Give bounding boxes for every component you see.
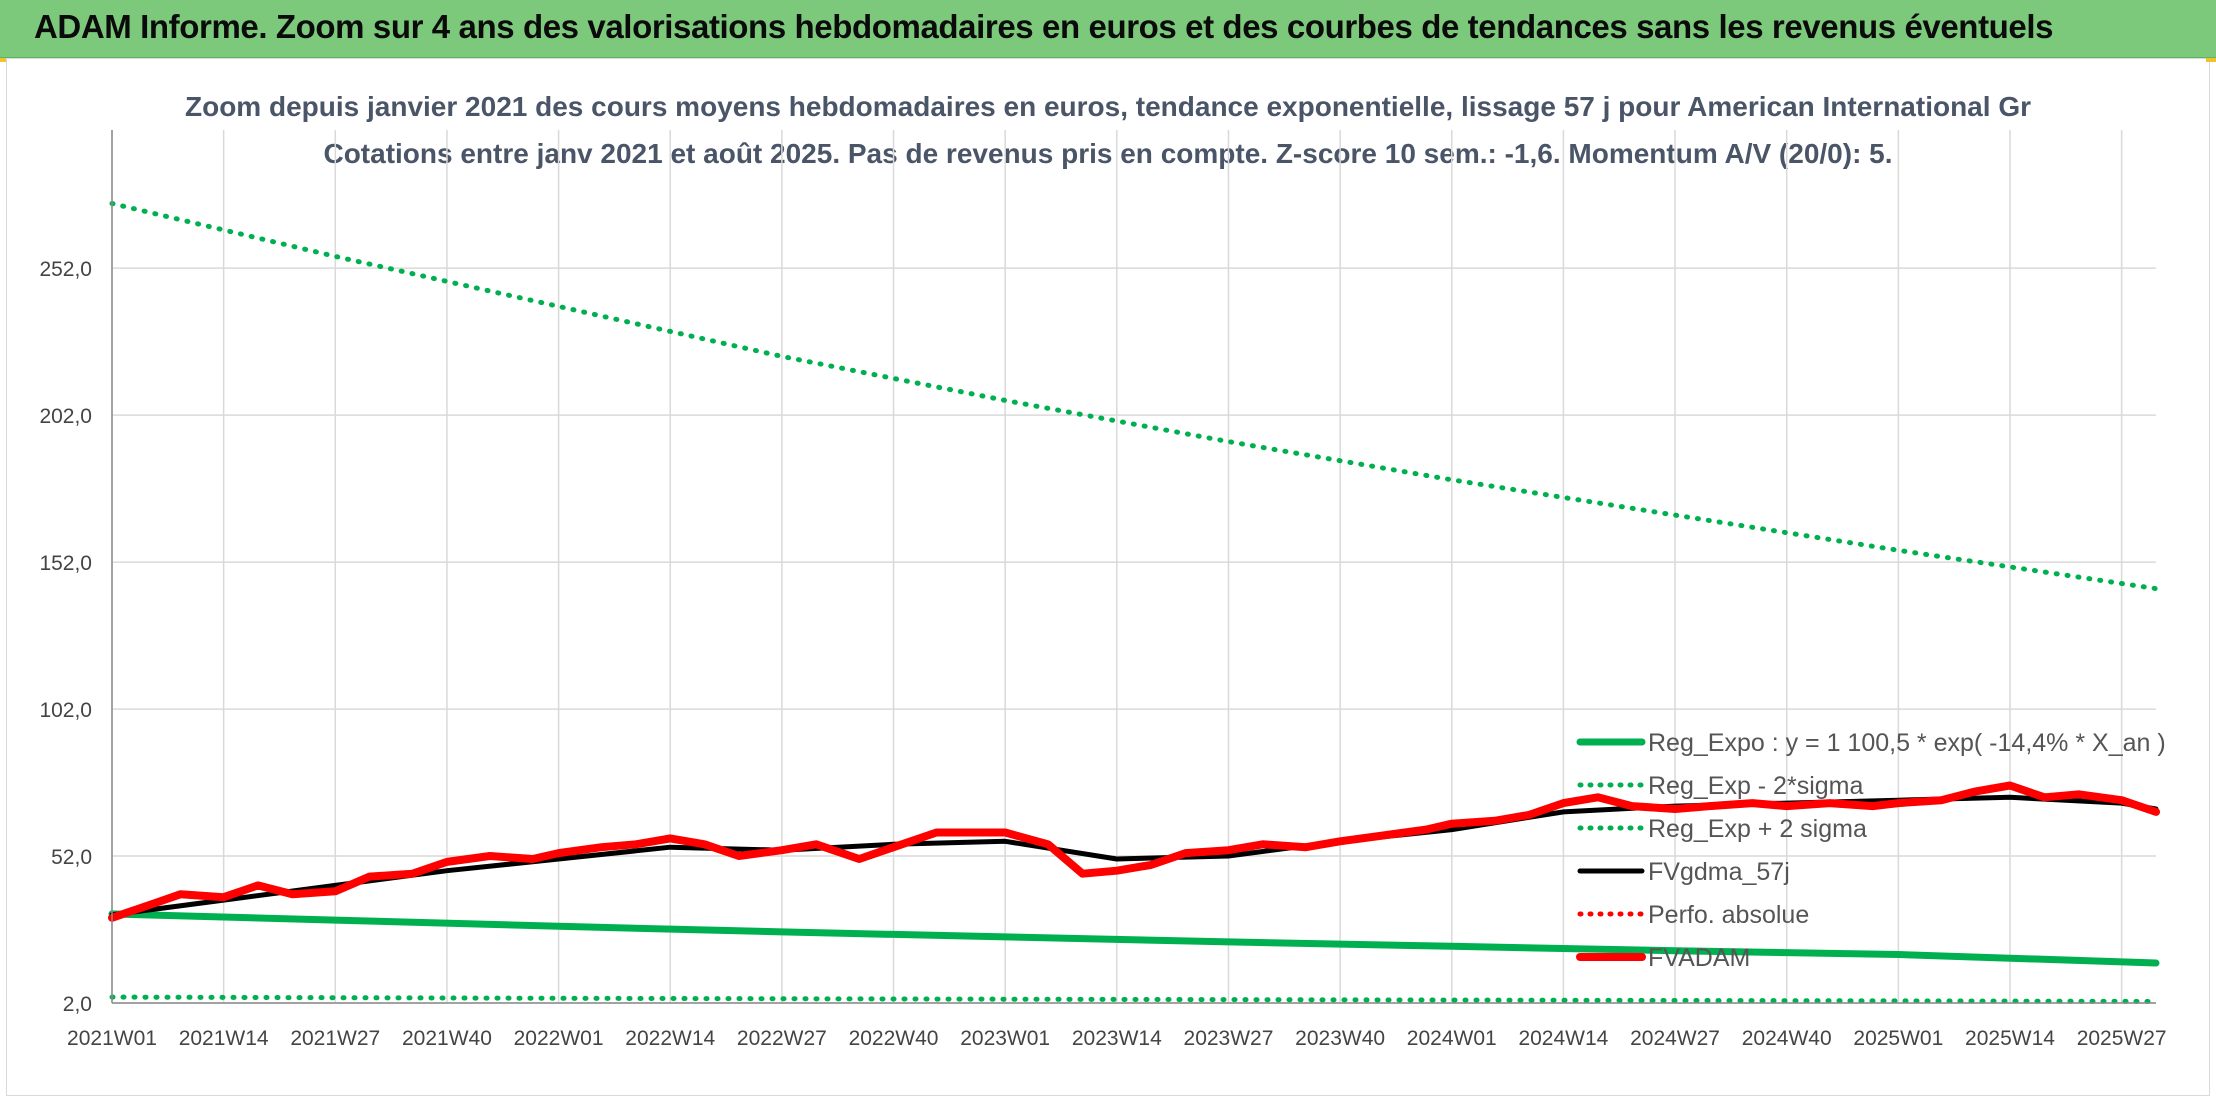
x-tick-label: 2021W27 bbox=[290, 1027, 380, 1050]
x-tick-label: 2025W01 bbox=[1853, 1027, 1943, 1050]
x-tick-label: 2022W14 bbox=[625, 1027, 715, 1050]
banner-title: ADAM Informe. Zoom sur 4 ans des valoris… bbox=[34, 8, 2054, 45]
series-line-fvadam bbox=[108, 781, 2160, 922]
x-tick-label: 2024W40 bbox=[1742, 1027, 1832, 1050]
legend-label: Perfo. absolue bbox=[1648, 901, 1809, 929]
gridlines bbox=[111, 130, 2156, 1004]
x-tick-label: 2024W27 bbox=[1630, 1027, 1720, 1050]
x-tick-label: 2021W01 bbox=[67, 1027, 157, 1050]
x-tick-label: 2025W27 bbox=[2077, 1027, 2167, 1050]
series-line-reg-exp-2-sigma bbox=[109, 201, 2159, 592]
chart-title: Zoom depuis janvier 2021 des cours moyen… bbox=[185, 91, 2031, 122]
legend: Reg_Expo : y = 1 100,5 * exp( -14,4% * X… bbox=[1576, 729, 2166, 972]
x-tick-label: 2025W14 bbox=[1965, 1027, 2055, 1050]
y-tick-label: 152,0 bbox=[39, 552, 92, 575]
frame-corner-left bbox=[0, 58, 6, 62]
x-tick-label: 2022W40 bbox=[849, 1027, 939, 1050]
y-tick-label: 252,0 bbox=[39, 258, 92, 281]
axes: 2,0 52,0 102,0 152,0 202,0 252,0 2021W01 2021W1… bbox=[39, 130, 2167, 1050]
x-tick-label: 2023W14 bbox=[1072, 1027, 1162, 1050]
x-tick-label: 2024W14 bbox=[1518, 1027, 1608, 1050]
series-line-reg-exp-2-sigma bbox=[109, 994, 2159, 1004]
legend-label: Reg_Expo : y = 1 100,5 * exp( -14,4% * X… bbox=[1648, 729, 2166, 757]
y-tick-label: 202,0 bbox=[39, 405, 92, 428]
y-tick-label: 2,0 bbox=[63, 993, 92, 1016]
x-tick-label: 2022W01 bbox=[514, 1027, 604, 1050]
series-line-reg-expo-y-1-100-5-exp-14-4-x-an bbox=[108, 910, 2160, 967]
frame-corner-right bbox=[2206, 58, 2216, 62]
series-layer bbox=[108, 201, 2160, 1004]
x-tick-label: 2021W14 bbox=[179, 1027, 269, 1050]
x-tick-label: 2023W27 bbox=[1184, 1027, 1274, 1050]
x-tick-label: 2023W40 bbox=[1295, 1027, 1385, 1050]
legend-label: FVgdma_57j bbox=[1648, 858, 1790, 886]
legend-label: Reg_Exp + 2 sigma bbox=[1648, 815, 1867, 843]
x-tick-label: 2023W01 bbox=[960, 1027, 1050, 1050]
legend-label: FVADAM bbox=[1648, 944, 1750, 972]
chart-subtitle: Cotations entre janv 2021 et août 2025. … bbox=[323, 138, 1892, 169]
x-tick-label: 2024W01 bbox=[1407, 1027, 1497, 1050]
legend-label: Reg_Exp - 2*sigma bbox=[1648, 772, 1863, 800]
x-tick-label: 2021W40 bbox=[402, 1027, 492, 1050]
header-banner: ADAM Informe. Zoom sur 4 ans des valoris… bbox=[0, 0, 2216, 60]
y-tick-label: 52,0 bbox=[51, 846, 92, 869]
y-tick-label: 102,0 bbox=[39, 699, 92, 722]
x-tick-label: 2022W27 bbox=[737, 1027, 827, 1050]
